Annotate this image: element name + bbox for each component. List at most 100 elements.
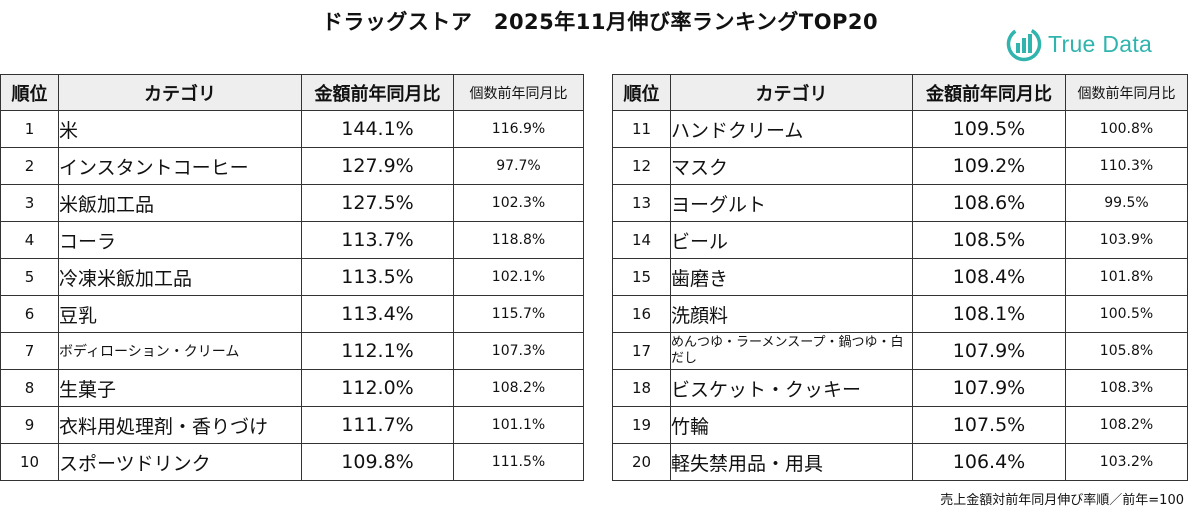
table-row: 19 竹輪 107.5% 108.2% <box>612 406 1188 444</box>
rank-cell: 2 <box>0 147 59 185</box>
header-quantity: 個数前年同月比 <box>1065 74 1188 111</box>
table-row: 14 ビール 108.5% 103.9% <box>612 221 1188 259</box>
rank-cell: 3 <box>0 184 59 222</box>
table-row: 12 マスク 109.2% 110.3% <box>612 147 1188 185</box>
quantity-cell: 116.9% <box>453 110 584 148</box>
quantity-cell: 103.9% <box>1065 221 1188 259</box>
table-row: 16 洗顔料 108.1% 100.5% <box>612 295 1188 333</box>
header-amount: 金額前年同月比 <box>301 74 454 111</box>
table-row: 15 歯磨き 108.4% 101.8% <box>612 258 1188 296</box>
quantity-cell: 103.2% <box>1065 443 1188 481</box>
quantity-cell: 118.8% <box>453 221 584 259</box>
rank-cell: 13 <box>612 184 671 222</box>
table-row: 13 ヨーグルト 108.6% 99.5% <box>612 184 1188 222</box>
rank-cell: 1 <box>0 110 59 148</box>
rank-cell: 7 <box>0 332 59 370</box>
rank-cell: 16 <box>612 295 671 333</box>
amount-cell: 113.5% <box>301 258 454 296</box>
table-header-row: 順位 カテゴリ 金額前年同月比 個数前年同月比 <box>0 74 584 111</box>
amount-cell: 111.7% <box>301 406 454 444</box>
quantity-cell: 99.5% <box>1065 184 1188 222</box>
quantity-cell: 97.7% <box>453 147 584 185</box>
amount-cell: 106.4% <box>912 443 1066 481</box>
category-cell: 生菓子 <box>58 369 302 407</box>
header-category: カテゴリ <box>58 74 302 111</box>
table-row: 7 ボディローション・クリーム 112.1% 107.3% <box>0 332 584 370</box>
amount-cell: 108.6% <box>912 184 1066 222</box>
quantity-cell: 100.8% <box>1065 110 1188 148</box>
quantity-cell: 108.2% <box>1065 406 1188 444</box>
quantity-cell: 102.3% <box>453 184 584 222</box>
quantity-cell: 108.2% <box>453 369 584 407</box>
header-amount: 金額前年同月比 <box>912 74 1066 111</box>
category-cell: 米 <box>58 110 302 148</box>
category-cell: マスク <box>670 147 913 185</box>
footnote: 売上金額対前年同月伸び率順／前年=100 <box>940 493 1184 508</box>
quantity-cell: 101.1% <box>453 406 584 444</box>
category-cell: 軽失禁用品・用具 <box>670 443 913 481</box>
category-cell: めんつゆ・ラーメンスープ・鍋つゆ・白だし <box>670 332 913 370</box>
true-data-logo: True Data <box>1006 24 1152 64</box>
amount-cell: 108.4% <box>912 258 1066 296</box>
ranking-table-right: 順位 カテゴリ 金額前年同月比 個数前年同月比 11 ハンドクリーム 109.5… <box>612 74 1188 481</box>
quantity-cell: 111.5% <box>453 443 584 481</box>
table-row: 1 米 144.1% 116.9% <box>0 110 584 148</box>
rank-cell: 15 <box>612 258 671 296</box>
rank-cell: 10 <box>0 443 59 481</box>
table-row: 4 コーラ 113.7% 118.8% <box>0 221 584 259</box>
quantity-cell: 105.8% <box>1065 332 1188 370</box>
table-header-row: 順位 カテゴリ 金額前年同月比 個数前年同月比 <box>612 74 1188 111</box>
quantity-cell: 100.5% <box>1065 295 1188 333</box>
rank-cell: 9 <box>0 406 59 444</box>
table-row: 11 ハンドクリーム 109.5% 100.8% <box>612 110 1188 148</box>
category-cell: インスタントコーヒー <box>58 147 302 185</box>
ranking-table-left: 順位 カテゴリ 金額前年同月比 個数前年同月比 1 米 144.1% 116.9… <box>0 74 584 481</box>
category-cell: ビール <box>670 221 913 259</box>
quantity-cell: 101.8% <box>1065 258 1188 296</box>
category-cell: 衣料用処理剤・香りづけ <box>58 406 302 444</box>
category-cell: ボディローション・クリーム <box>58 332 302 370</box>
amount-cell: 144.1% <box>301 110 454 148</box>
header-quantity: 個数前年同月比 <box>453 74 584 111</box>
amount-cell: 109.5% <box>912 110 1066 148</box>
category-cell: 洗顔料 <box>670 295 913 333</box>
rank-cell: 5 <box>0 258 59 296</box>
amount-cell: 107.5% <box>912 406 1066 444</box>
quantity-cell: 102.1% <box>453 258 584 296</box>
rank-cell: 18 <box>612 369 671 407</box>
amount-cell: 127.9% <box>301 147 454 185</box>
amount-cell: 109.8% <box>301 443 454 481</box>
table-row: 8 生菓子 112.0% 108.2% <box>0 369 584 407</box>
rank-cell: 11 <box>612 110 671 148</box>
table-row: 6 豆乳 113.4% 115.7% <box>0 295 584 333</box>
category-cell: ヨーグルト <box>670 184 913 222</box>
category-cell: 豆乳 <box>58 295 302 333</box>
amount-cell: 108.5% <box>912 221 1066 259</box>
header-rank: 順位 <box>612 74 671 111</box>
quantity-cell: 107.3% <box>453 332 584 370</box>
category-cell: コーラ <box>58 221 302 259</box>
amount-cell: 107.9% <box>912 369 1066 407</box>
table-row: 5 冷凍米飯加工品 113.5% 102.1% <box>0 258 584 296</box>
bar-chart-circle-icon <box>1006 26 1042 62</box>
rank-cell: 6 <box>0 295 59 333</box>
table-row: 2 インスタントコーヒー 127.9% 97.7% <box>0 147 584 185</box>
header-category: カテゴリ <box>670 74 913 111</box>
table-row: 17 めんつゆ・ラーメンスープ・鍋つゆ・白だし 107.9% 105.8% <box>612 332 1188 370</box>
table-row: 9 衣料用処理剤・香りづけ 111.7% 101.1% <box>0 406 584 444</box>
category-cell: ハンドクリーム <box>670 110 913 148</box>
rank-cell: 4 <box>0 221 59 259</box>
rank-cell: 17 <box>612 332 671 370</box>
quantity-cell: 108.3% <box>1065 369 1188 407</box>
amount-cell: 109.2% <box>912 147 1066 185</box>
rank-cell: 19 <box>612 406 671 444</box>
quantity-cell: 115.7% <box>453 295 584 333</box>
amount-cell: 113.4% <box>301 295 454 333</box>
amount-cell: 107.9% <box>912 332 1066 370</box>
rank-cell: 20 <box>612 443 671 481</box>
table-row: 18 ビスケット・クッキー 107.9% 108.3% <box>612 369 1188 407</box>
rank-cell: 12 <box>612 147 671 185</box>
category-cell: 竹輪 <box>670 406 913 444</box>
category-cell: スポーツドリンク <box>58 443 302 481</box>
amount-cell: 113.7% <box>301 221 454 259</box>
